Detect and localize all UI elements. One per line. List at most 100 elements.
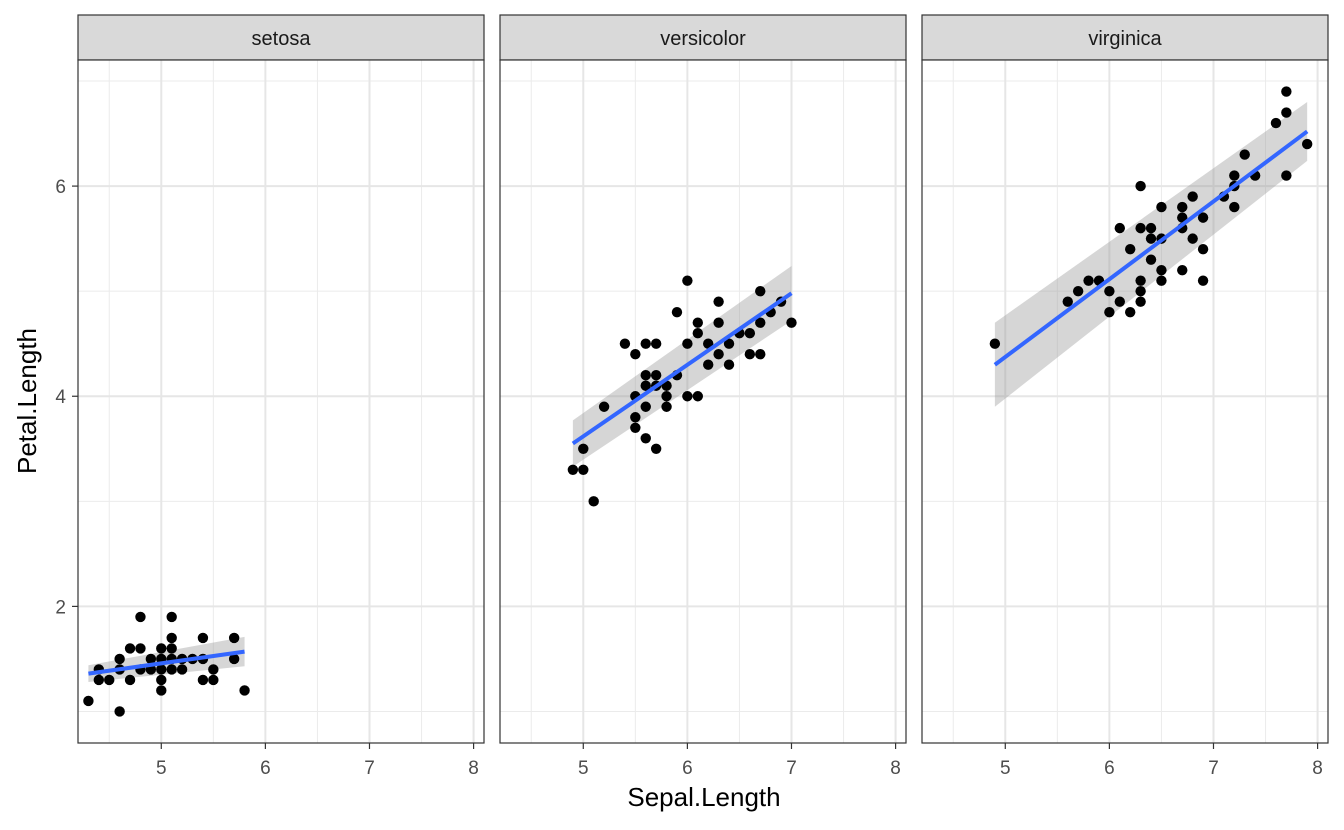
data-point xyxy=(713,349,724,360)
data-point xyxy=(640,380,651,391)
x-tick-label: 8 xyxy=(468,758,479,779)
panel-border xyxy=(921,59,1329,744)
data-point xyxy=(1062,296,1073,307)
x-tick-label: 5 xyxy=(578,758,589,779)
data-point xyxy=(228,653,240,665)
data-point xyxy=(1125,306,1136,318)
data-point xyxy=(1135,180,1146,192)
data-point xyxy=(197,674,209,686)
data-point xyxy=(619,338,631,349)
data-point xyxy=(208,674,219,686)
data-point xyxy=(1301,138,1313,150)
regression-line xyxy=(571,291,793,446)
data-point xyxy=(1114,296,1125,307)
x-tick-label: 5 xyxy=(156,758,167,779)
panel-background xyxy=(922,60,1328,743)
data-point xyxy=(692,317,703,328)
x-tick-label: 8 xyxy=(1312,758,1323,779)
data-point xyxy=(197,632,209,644)
y-axis-title: Petal.Length xyxy=(12,328,42,474)
data-point xyxy=(567,464,579,475)
data-point xyxy=(166,611,177,623)
y-tick-label: 6 xyxy=(55,177,66,198)
data-point xyxy=(640,433,651,444)
data-point xyxy=(650,443,662,454)
data-point xyxy=(135,611,146,623)
x-tick-label: 6 xyxy=(1104,758,1115,779)
panel-border xyxy=(499,59,907,744)
data-point xyxy=(640,401,651,412)
data-point xyxy=(723,359,735,370)
facet-strip xyxy=(499,14,907,61)
data-point xyxy=(1187,191,1198,202)
facet-strip-label: versicolor xyxy=(660,28,746,50)
panel-background xyxy=(78,60,484,743)
data-point xyxy=(1104,285,1115,297)
data-point xyxy=(93,674,105,686)
data-point xyxy=(755,285,766,297)
data-point xyxy=(1281,107,1292,118)
data-point xyxy=(1104,306,1115,318)
data-point xyxy=(692,328,703,339)
data-point xyxy=(1229,201,1240,213)
data-point xyxy=(1145,233,1157,244)
data-point xyxy=(1114,222,1125,234)
data-point xyxy=(145,653,157,665)
data-point xyxy=(692,391,703,402)
data-point xyxy=(1135,296,1146,307)
x-tick-label: 5 xyxy=(1000,758,1011,779)
data-point xyxy=(578,464,589,475)
x-tick-label: 6 xyxy=(682,758,693,779)
data-point xyxy=(124,674,136,686)
data-point xyxy=(156,664,167,675)
data-point xyxy=(1135,275,1146,286)
data-point xyxy=(1229,170,1240,181)
data-point xyxy=(713,296,724,307)
data-point xyxy=(104,674,115,686)
data-point xyxy=(744,328,756,339)
x-tick-label: 7 xyxy=(364,758,375,779)
data-point xyxy=(166,632,177,644)
data-point xyxy=(1083,275,1094,286)
data-point xyxy=(723,338,735,349)
data-point xyxy=(630,412,641,423)
data-point xyxy=(703,359,714,370)
x-tick-label: 6 xyxy=(260,758,271,779)
regression-line xyxy=(993,129,1309,367)
data-point xyxy=(1072,285,1084,297)
data-point xyxy=(1197,243,1209,255)
data-point xyxy=(755,349,766,360)
x-tick-label: 8 xyxy=(890,758,901,779)
data-point xyxy=(578,443,589,454)
x-tick-label: 7 xyxy=(1208,758,1219,779)
data-point xyxy=(713,317,724,328)
data-point xyxy=(1145,254,1157,265)
data-point xyxy=(650,338,662,349)
data-point xyxy=(1197,212,1209,223)
x-axis-title: Sepal.Length xyxy=(627,782,780,812)
facet-strip-label: setosa xyxy=(252,28,312,50)
data-point xyxy=(166,643,177,654)
data-point xyxy=(630,422,641,433)
data-point xyxy=(671,306,683,318)
data-point xyxy=(156,643,167,654)
data-point xyxy=(650,370,662,381)
y-tick-label: 2 xyxy=(55,597,66,618)
data-point xyxy=(661,391,672,402)
data-point xyxy=(1125,243,1136,255)
panel-border xyxy=(77,59,485,744)
data-point xyxy=(744,349,756,360)
data-point xyxy=(1156,264,1167,276)
data-point xyxy=(682,275,693,286)
data-point xyxy=(1156,275,1167,286)
data-point xyxy=(1281,170,1292,181)
data-point xyxy=(124,643,136,654)
data-point xyxy=(682,391,693,402)
data-point xyxy=(1135,285,1146,297)
data-point xyxy=(682,338,693,349)
data-point xyxy=(1270,117,1282,129)
data-point xyxy=(1187,233,1198,244)
data-point xyxy=(1177,201,1188,213)
data-point xyxy=(640,370,651,381)
